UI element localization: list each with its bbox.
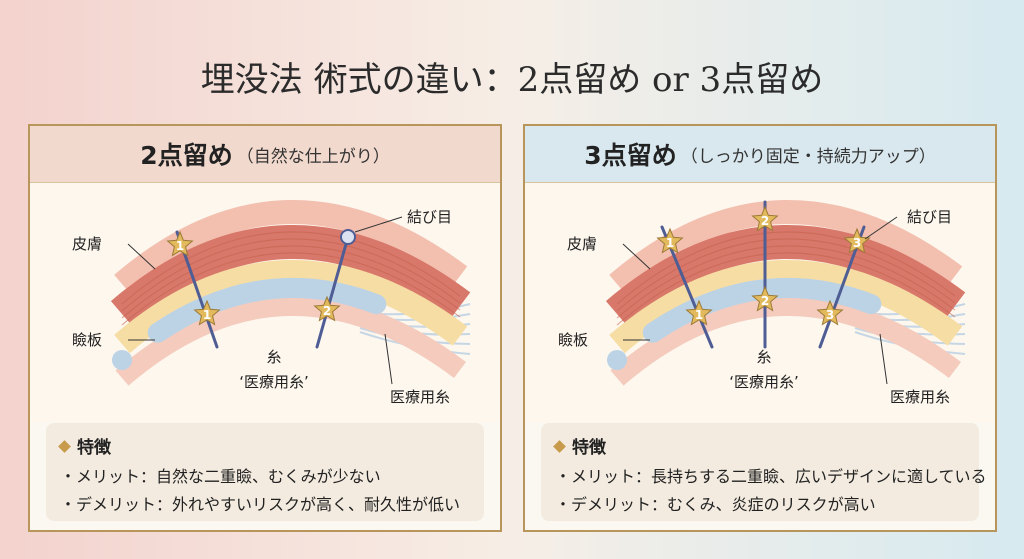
pointer-line bbox=[879, 333, 888, 385]
panel-header: 3点留め （しっかり固定・持続力アップ） bbox=[525, 126, 995, 183]
diamond-icon bbox=[553, 440, 566, 453]
point-number: 2 bbox=[323, 304, 331, 318]
point-star bbox=[193, 299, 221, 326]
pointer-line bbox=[127, 243, 156, 270]
knot bbox=[340, 229, 356, 245]
pointer-line bbox=[354, 216, 403, 233]
point-number: 1 bbox=[666, 236, 674, 250]
thread bbox=[315, 235, 350, 349]
tissue-layer bbox=[609, 259, 963, 354]
point-star bbox=[313, 295, 341, 322]
point-star bbox=[751, 205, 779, 232]
main-title: 埋没法 術式の違い：2点留め or 3点留め bbox=[200, 60, 824, 100]
panel: 2点留め （自然な仕上がり） 1 1 2 皮膚瞼板糸 ‘医療用糸’ 結び目医療用糸特徴・メリッ… bbox=[28, 124, 502, 532]
muscle-stripe bbox=[616, 245, 956, 319]
tissue-layer bbox=[114, 199, 468, 294]
muscle-stripe bbox=[121, 231, 461, 305]
label-medical-thread: 医療用糸 bbox=[390, 388, 450, 406]
tissue-layer bbox=[610, 295, 962, 386]
label-skin: 皮膚 bbox=[567, 235, 597, 253]
label-thread-note: ‘医療用糸’ bbox=[239, 373, 309, 391]
label-thread: 糸 bbox=[756, 348, 771, 366]
feature-item: ・デメリット：外れやすいリスクが高く、耐久性が低い bbox=[60, 495, 461, 514]
muscle-stripe bbox=[616, 238, 956, 312]
label-tarsus: 瞼板 bbox=[558, 331, 588, 349]
features-title: 特徴 bbox=[77, 438, 111, 458]
features-box: 特徴・メリット：長持ちする二重瞼、広いデザインに適している ・デメリット：むくみ、… bbox=[541, 423, 987, 521]
features-heading-row: 特徴 bbox=[58, 433, 111, 458]
point-number: 1 bbox=[176, 239, 184, 253]
pointer-line bbox=[864, 216, 898, 240]
features-box: 特徴・メリット：自然な二重瞼、むくみが少ない・デメリット：外れやすいリスクが高く… bbox=[46, 423, 484, 521]
point-number: 1 bbox=[203, 308, 211, 322]
label-medical-thread: 医療用糸 bbox=[890, 388, 950, 406]
label-thread: 糸 bbox=[266, 348, 281, 366]
panel-heading: 3点留め bbox=[584, 141, 677, 170]
point-star bbox=[656, 227, 684, 254]
label-tarsus: 瞼板 bbox=[72, 331, 102, 349]
muscle-stripe bbox=[121, 245, 461, 319]
diamond-icon bbox=[58, 440, 71, 453]
tarsus bbox=[112, 277, 470, 370]
tissue-layer bbox=[115, 295, 467, 386]
feature-item: ・デメリット：むくみ、炎症のリスクが高い bbox=[555, 495, 876, 514]
point-star bbox=[816, 299, 844, 326]
tarsus bbox=[607, 277, 965, 370]
tissue-layer bbox=[609, 199, 963, 294]
point-number: 1 bbox=[695, 308, 703, 322]
point-number: 2 bbox=[761, 294, 769, 308]
point-number: 2 bbox=[761, 214, 769, 228]
tissue-layer bbox=[110, 224, 471, 327]
panel-subheading: （自然な仕上がり） bbox=[236, 146, 390, 167]
panel-header: 2点留め （自然な仕上がり） bbox=[30, 126, 500, 183]
point-number: 3 bbox=[826, 308, 834, 322]
point-number: 3 bbox=[853, 236, 861, 250]
label-knot: 結び目 bbox=[407, 208, 452, 226]
label-skin: 皮膚 bbox=[72, 235, 102, 253]
tissue-layer bbox=[605, 224, 966, 327]
features-title: 特徴 bbox=[572, 438, 606, 458]
point-star bbox=[166, 230, 194, 257]
features-heading-row: 特徴 bbox=[553, 433, 606, 458]
pointer-line bbox=[622, 243, 651, 270]
point-star bbox=[685, 299, 713, 326]
feature-item: ・メリット：長持ちする二重瞼、広いデザインに適している bbox=[555, 467, 987, 486]
panel-heading: 2点留め bbox=[140, 141, 233, 170]
label-thread-note: ‘医療用糸’ bbox=[729, 373, 799, 391]
tissue-layer bbox=[114, 259, 468, 354]
muscle-stripe bbox=[616, 252, 956, 326]
panel: 3点留め （しっかり固定・持続力アップ） 1 2 3 1 2 3 皮膚瞼板糸 ‘医療用糸’ 結び目医… bbox=[523, 124, 997, 532]
muscle-stripe bbox=[121, 252, 461, 326]
muscle-stripe bbox=[616, 231, 956, 305]
label-knot: 結び目 bbox=[907, 208, 952, 226]
muscle-stripe bbox=[121, 238, 461, 312]
panel-subheading: （しっかり固定・持続力アップ） bbox=[680, 146, 936, 167]
feature-item: ・メリット：自然な二重瞼、むくみが少ない bbox=[60, 467, 381, 486]
pointer-line bbox=[384, 333, 393, 385]
point-star bbox=[751, 285, 779, 312]
